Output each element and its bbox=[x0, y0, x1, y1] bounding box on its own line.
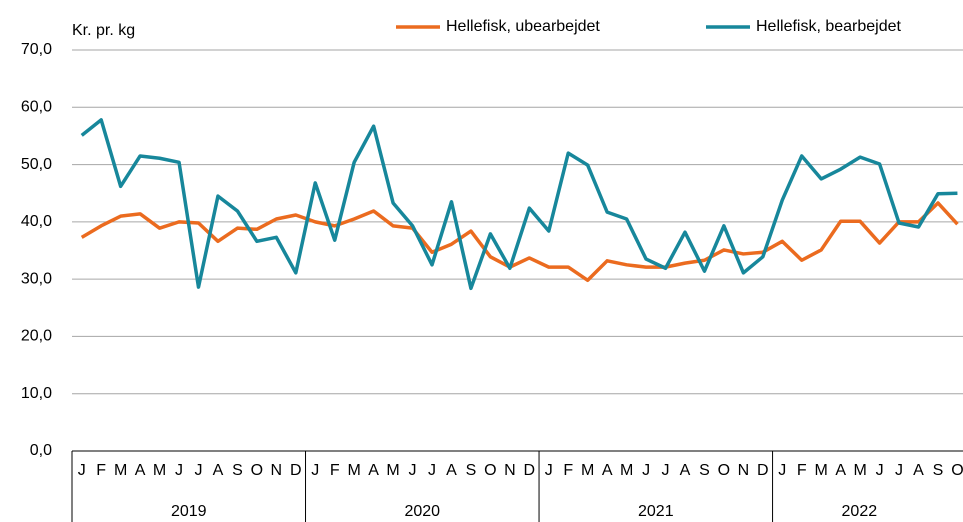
x-tick-label: M bbox=[386, 462, 399, 479]
series-line bbox=[80, 201, 959, 283]
x-tick-label: A bbox=[680, 462, 691, 479]
x-tick-label: F bbox=[797, 462, 807, 479]
x-tick-label: A bbox=[835, 462, 846, 479]
x-tick-label: O bbox=[718, 462, 730, 479]
y-tick-label: 0,0 bbox=[30, 442, 52, 459]
x-tick-label: J bbox=[175, 462, 183, 479]
x-tick-label: J bbox=[876, 462, 884, 479]
x-tick-label: M bbox=[348, 462, 361, 479]
y-tick-label: 10,0 bbox=[21, 385, 52, 402]
y-tick-label: 50,0 bbox=[21, 156, 52, 173]
x-tick-label: N bbox=[738, 462, 750, 479]
x-tick-label: J bbox=[428, 462, 436, 479]
x-tick-label: M bbox=[153, 462, 166, 479]
x-tick-label: A bbox=[602, 462, 613, 479]
x-tick-label: J bbox=[409, 462, 417, 479]
y-tick-label: 30,0 bbox=[21, 270, 52, 287]
x-tick-label: D bbox=[757, 462, 769, 479]
legend-label: Hellefisk, bearbejdet bbox=[756, 18, 902, 35]
x-tick-label: J bbox=[895, 462, 903, 479]
x-tick-label: S bbox=[933, 462, 944, 479]
y-tick-label: 70,0 bbox=[21, 41, 52, 58]
x-tick-label: O bbox=[951, 462, 963, 479]
x-tick-label: N bbox=[504, 462, 516, 479]
x-tick-label: J bbox=[545, 462, 553, 479]
x-tick-label: O bbox=[251, 462, 263, 479]
x-tick-label: A bbox=[913, 462, 924, 479]
x-tick-label: J bbox=[194, 462, 202, 479]
x-tick-label: F bbox=[330, 462, 340, 479]
x-tick-label: M bbox=[581, 462, 594, 479]
x-tick-label: N bbox=[271, 462, 283, 479]
y-tick-label: 40,0 bbox=[21, 213, 52, 230]
y-tick-label: 60,0 bbox=[21, 99, 52, 116]
x-tick-label: F bbox=[96, 462, 106, 479]
x-tick-label: M bbox=[620, 462, 633, 479]
x-tick-label: M bbox=[114, 462, 127, 479]
year-label: 2019 bbox=[171, 503, 207, 520]
x-tick-label: M bbox=[815, 462, 828, 479]
year-label: 2020 bbox=[404, 503, 440, 520]
x-tick-label: A bbox=[213, 462, 224, 479]
y-axis-label: Kr. pr. kg bbox=[72, 22, 135, 39]
x-tick-label: J bbox=[778, 462, 786, 479]
x-tick-label: F bbox=[563, 462, 573, 479]
series-line bbox=[80, 118, 958, 291]
x-tick-label: D bbox=[524, 462, 536, 479]
x-tick-label: A bbox=[368, 462, 379, 479]
x-tick-label: A bbox=[446, 462, 457, 479]
x-tick-label: J bbox=[662, 462, 670, 479]
year-label: 2021 bbox=[638, 503, 674, 520]
x-tick-label: S bbox=[232, 462, 243, 479]
x-tick-label: M bbox=[853, 462, 866, 479]
x-tick-label: A bbox=[135, 462, 146, 479]
x-tick-label: S bbox=[699, 462, 710, 479]
legend-label: Hellefisk, ubearbejdet bbox=[446, 18, 600, 35]
year-label: 2022 bbox=[842, 503, 878, 520]
x-tick-label: J bbox=[311, 462, 319, 479]
x-tick-label: J bbox=[642, 462, 650, 479]
y-tick-label: 20,0 bbox=[21, 328, 52, 345]
x-tick-label: S bbox=[466, 462, 477, 479]
x-tick-label: J bbox=[78, 462, 86, 479]
x-tick-label: D bbox=[290, 462, 302, 479]
x-tick-label: O bbox=[484, 462, 496, 479]
